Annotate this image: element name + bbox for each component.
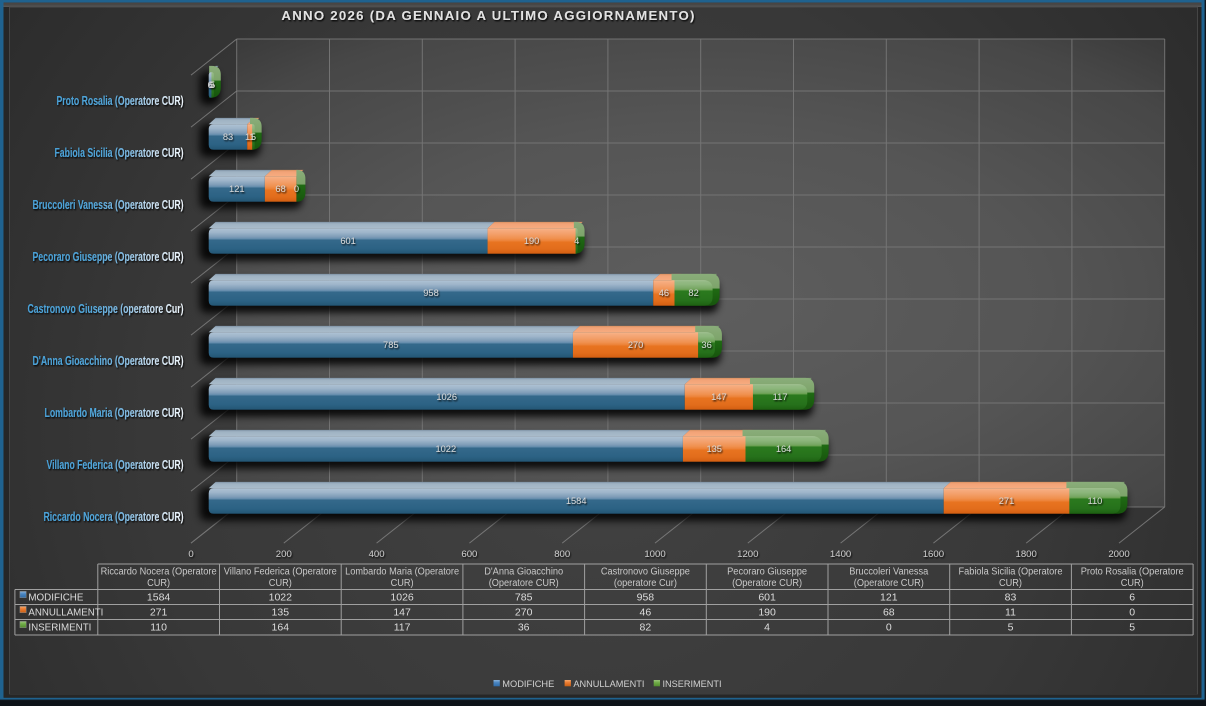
svg-text:(Operatore CUR): (Operatore CUR) (732, 578, 802, 589)
svg-text:270: 270 (515, 607, 533, 619)
svg-text:ANNULLAMENTI: ANNULLAMENTI (28, 607, 103, 619)
svg-text:INSERIMENTI: INSERIMENTI (663, 679, 722, 690)
svg-text:958: 958 (423, 288, 439, 298)
svg-text:Proto Rosalia (Operatore CUR): Proto Rosalia (Operatore CUR) (57, 93, 184, 108)
svg-text:958: 958 (637, 592, 655, 604)
svg-text:1800: 1800 (1016, 549, 1037, 560)
svg-text:601: 601 (340, 236, 356, 246)
svg-text:D'Anna Gioacchino: D'Anna Gioacchino (484, 567, 563, 578)
svg-text:(Operatore CUR): (Operatore CUR) (489, 578, 559, 589)
svg-text:5: 5 (251, 132, 256, 142)
svg-text:68: 68 (275, 184, 285, 194)
svg-text:Fabiola Sicilia (Operatore CUR: Fabiola Sicilia (Operatore CUR) (55, 145, 184, 160)
svg-text:5: 5 (210, 80, 215, 90)
svg-text:0: 0 (209, 80, 214, 90)
svg-text:6: 6 (208, 80, 213, 90)
svg-text:1026: 1026 (390, 592, 414, 604)
svg-text:83: 83 (1005, 592, 1017, 604)
svg-text:1200: 1200 (737, 549, 758, 560)
svg-text:ANNO 2026 (DA GENNAIO A ULTIMO: ANNO 2026 (DA GENNAIO A ULTIMO AGGIORNAM… (281, 8, 694, 23)
svg-text:117: 117 (394, 622, 411, 634)
svg-text:1000: 1000 (644, 549, 665, 560)
svg-text:Bruccoleri Vanessa (Operatore: Bruccoleri Vanessa (Operatore CUR) (33, 197, 184, 212)
svg-text:1026: 1026 (436, 392, 457, 402)
svg-text:CUR): CUR) (999, 578, 1022, 589)
svg-text:1022: 1022 (269, 592, 293, 604)
svg-text:Fabiola Sicilia (Operatore: Fabiola Sicilia (Operatore (959, 567, 1063, 578)
svg-text:1584: 1584 (147, 592, 171, 604)
svg-text:1400: 1400 (830, 549, 851, 560)
svg-text:Pecoraro Giuseppe (Operatore C: Pecoraro Giuseppe (Operatore CUR) (33, 249, 184, 264)
svg-text:800: 800 (554, 549, 570, 560)
svg-text:4: 4 (574, 236, 579, 246)
svg-text:5: 5 (1129, 622, 1135, 634)
svg-text:785: 785 (383, 340, 399, 350)
svg-text:83: 83 (223, 132, 233, 142)
svg-text:INSERIMENTI: INSERIMENTI (28, 622, 91, 634)
svg-text:6: 6 (1129, 592, 1135, 604)
svg-text:2000: 2000 (1108, 549, 1129, 560)
svg-text:121: 121 (229, 184, 245, 194)
svg-text:Riccardo Nocera (Operatore CUR: Riccardo Nocera (Operatore CUR) (44, 509, 184, 524)
svg-text:200: 200 (276, 549, 292, 560)
svg-text:11: 11 (245, 132, 255, 142)
svg-text:36: 36 (701, 340, 711, 350)
svg-text:5: 5 (1008, 622, 1014, 634)
svg-text:CUR): CUR) (391, 578, 414, 589)
svg-text:190: 190 (524, 236, 540, 246)
svg-text:164: 164 (776, 444, 792, 454)
svg-text:82: 82 (640, 622, 652, 634)
svg-text:600: 600 (461, 549, 477, 560)
svg-text:ANNULLAMENTI: ANNULLAMENTI (573, 679, 644, 690)
svg-text:MODIFICHE: MODIFICHE (502, 679, 554, 690)
svg-text:Castronovo Giuseppe (operatore: Castronovo Giuseppe (operatore Cur) (28, 301, 184, 316)
svg-text:CUR): CUR) (269, 578, 292, 589)
svg-text:147: 147 (393, 607, 411, 619)
svg-text:Castronovo Giuseppe: Castronovo Giuseppe (601, 567, 690, 578)
svg-text:135: 135 (706, 444, 722, 454)
svg-text:147: 147 (711, 392, 727, 402)
svg-text:0: 0 (294, 184, 299, 194)
svg-text:271: 271 (150, 607, 168, 619)
svg-text:117: 117 (773, 392, 788, 402)
svg-text:MODIFICHE: MODIFICHE (28, 592, 83, 604)
svg-text:D'Anna Gioacchino (Operatore C: D'Anna Gioacchino (Operatore CUR) (33, 353, 184, 368)
svg-text:400: 400 (369, 549, 385, 560)
svg-text:190: 190 (758, 607, 776, 619)
svg-text:785: 785 (515, 592, 533, 604)
svg-text:110: 110 (150, 622, 167, 634)
svg-text:Villano Federica (Operatore CU: Villano Federica (Operatore CUR) (47, 457, 184, 472)
svg-text:Pecoraro Giuseppe: Pecoraro Giuseppe (727, 567, 807, 578)
svg-text:271: 271 (999, 496, 1015, 506)
svg-text:110: 110 (1087, 496, 1102, 506)
svg-text:CUR): CUR) (1121, 578, 1144, 589)
svg-text:82: 82 (688, 288, 698, 298)
svg-text:4: 4 (764, 622, 770, 634)
svg-text:Riccardo Nocera (Operatore: Riccardo Nocera (Operatore (101, 567, 217, 578)
svg-text:0: 0 (188, 549, 193, 560)
svg-text:121: 121 (880, 592, 898, 604)
svg-text:1022: 1022 (435, 444, 456, 454)
svg-text:1600: 1600 (923, 549, 944, 560)
svg-text:0: 0 (1129, 607, 1135, 619)
svg-text:135: 135 (272, 607, 290, 619)
svg-text:46: 46 (640, 607, 652, 619)
svg-text:Lombardo Maria (Operatore: Lombardo Maria (Operatore (345, 567, 459, 578)
svg-text:270: 270 (628, 340, 644, 350)
svg-text:68: 68 (883, 607, 895, 619)
svg-text:1584: 1584 (566, 496, 587, 506)
svg-text:CUR): CUR) (147, 578, 170, 589)
svg-text:11: 11 (1005, 607, 1016, 619)
svg-text:164: 164 (272, 622, 290, 634)
svg-text:Villano Federica (Operatore: Villano Federica (Operatore (224, 567, 337, 578)
svg-text:36: 36 (518, 622, 530, 634)
svg-text:46: 46 (659, 288, 669, 298)
svg-text:(operatore Cur): (operatore Cur) (614, 578, 677, 589)
svg-text:0: 0 (886, 622, 892, 634)
svg-text:601: 601 (758, 592, 776, 604)
svg-text:Lombardo Maria (Operatore CUR): Lombardo Maria (Operatore CUR) (45, 405, 184, 420)
svg-text:(Operatore CUR): (Operatore CUR) (854, 578, 924, 589)
svg-text:Bruccoleri Vanessa: Bruccoleri Vanessa (849, 567, 928, 578)
svg-text:Proto Rosalia (Operatore: Proto Rosalia (Operatore (1081, 567, 1184, 578)
